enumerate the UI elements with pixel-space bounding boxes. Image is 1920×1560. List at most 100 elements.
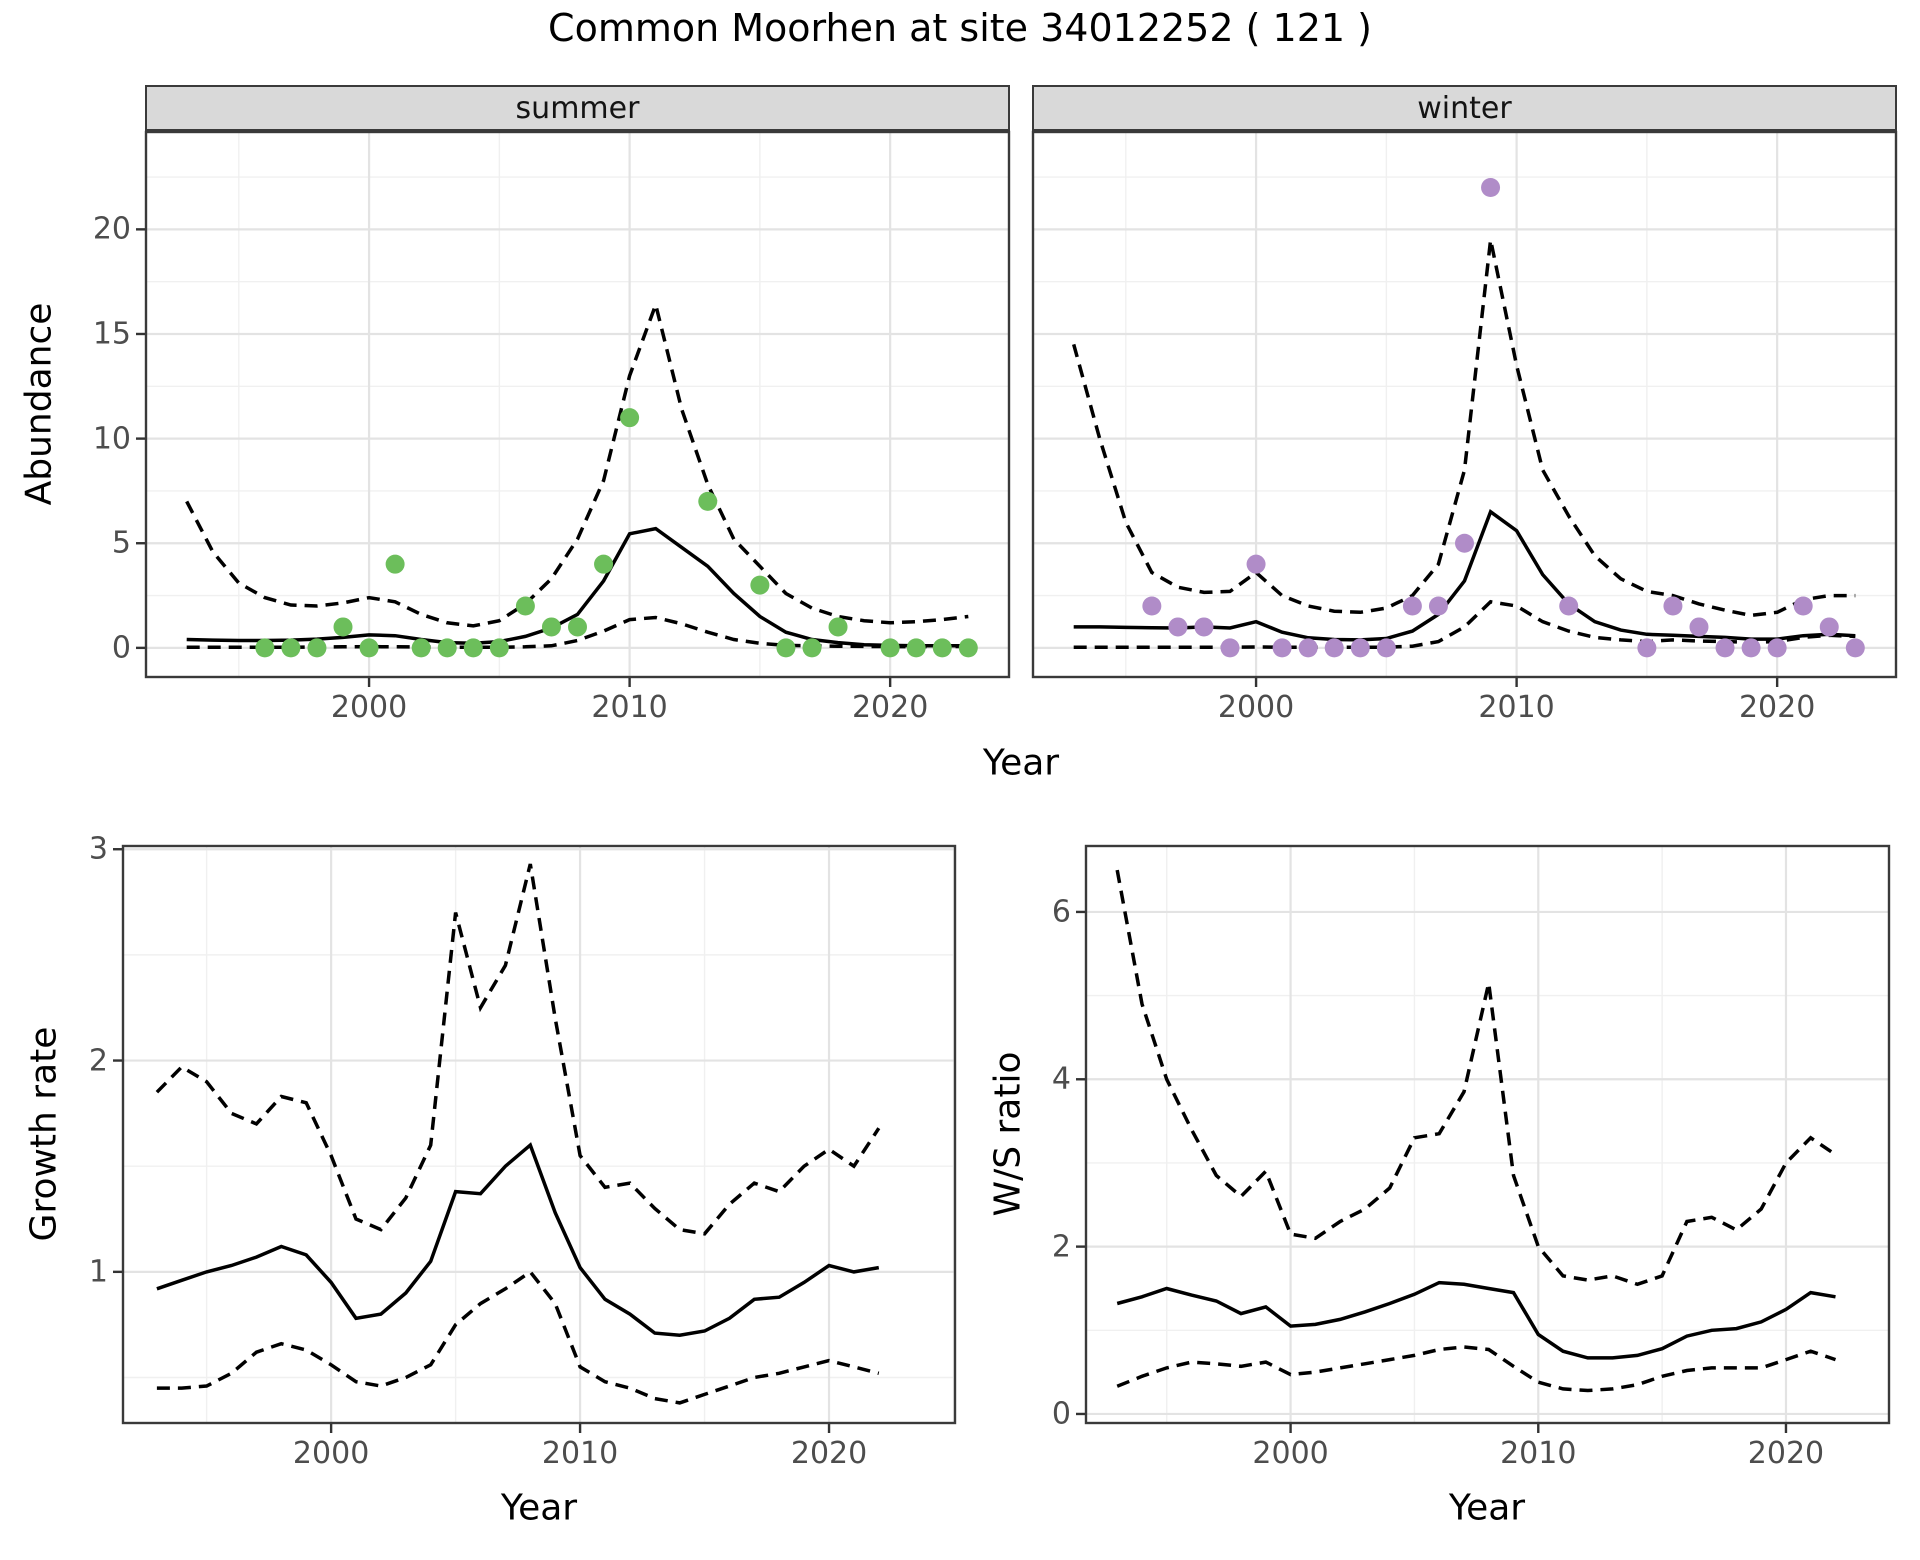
plot-area <box>122 845 956 1424</box>
x-tick-label: 2020 <box>1747 1436 1825 1471</box>
x-tick-label: 2010 <box>591 690 668 725</box>
y-tick-label: 10 <box>92 421 131 457</box>
data-point <box>489 638 509 658</box>
x-tick-label: 2000 <box>330 690 408 725</box>
y-tick-label: 2 <box>88 1043 108 1079</box>
x-axis-title-year-growth: Year <box>500 1487 578 1529</box>
data-point <box>515 596 535 616</box>
x-tick-label: 2010 <box>541 1436 619 1471</box>
x-tick-label: 2020 <box>1738 690 1816 725</box>
data-point <box>385 554 405 574</box>
data-point <box>1715 638 1735 658</box>
series-ci-lower-dashed-line <box>156 1269 880 1405</box>
series-ci-upper-dashed-line <box>155 863 881 1236</box>
panel-border <box>121 844 957 1425</box>
y-tick-label: 6 <box>1051 894 1071 930</box>
data-point <box>1376 638 1396 658</box>
facet-strip-summer: summer <box>145 85 1010 131</box>
data-point <box>281 638 301 658</box>
y-tick-label: 20 <box>92 211 131 247</box>
data-point <box>1741 638 1761 658</box>
panel-abundance-winter <box>1031 130 1898 687</box>
data-point <box>776 638 796 658</box>
data-point <box>1819 617 1839 637</box>
data-point <box>1428 596 1448 616</box>
data-point <box>1246 554 1266 574</box>
data-point <box>1455 533 1474 553</box>
y-tick-label: 4 <box>1051 1061 1071 1097</box>
data-point <box>828 617 848 637</box>
series-ci-lower-dashed-line <box>1073 599 1856 649</box>
y-tick-label: 2 <box>1051 1229 1071 1265</box>
y-tick-label: 1 <box>88 1254 108 1290</box>
data-point <box>1481 177 1501 197</box>
data-point <box>932 638 952 658</box>
data-point <box>1559 596 1579 616</box>
data-point <box>620 408 640 428</box>
y-axis-title-growth-rate: Growth rate <box>23 1026 65 1242</box>
y-tick-label: 0 <box>1051 1396 1071 1432</box>
series-fit-mean-solid-line <box>1116 1280 1836 1360</box>
panel-border <box>1084 844 1891 1425</box>
data-point <box>255 638 275 658</box>
plot-area <box>1085 845 1890 1424</box>
y-axis-title-ws-ratio: W/S ratio <box>987 1051 1029 1217</box>
panel-ws-ratio <box>1076 844 1891 1433</box>
data-point <box>1220 638 1240 658</box>
data-point <box>437 638 457 658</box>
series-ci-upper-dashed-line <box>1072 239 1856 618</box>
data-point <box>1272 638 1292 658</box>
data-point <box>568 617 587 637</box>
x-tick-label: 2000 <box>1252 1436 1329 1471</box>
series-ci-upper-dashed-line <box>1115 869 1837 1287</box>
data-point <box>594 554 614 574</box>
panel-border <box>144 130 1011 679</box>
x-axis-title-year-top: Year <box>982 742 1060 784</box>
data-point <box>958 638 978 658</box>
data-point <box>1402 596 1422 616</box>
data-point <box>802 638 822 658</box>
y-tick-label: 5 <box>111 525 131 561</box>
x-tick-label: 2000 <box>292 1436 370 1471</box>
y-tick-label: 15 <box>92 316 131 352</box>
data-point <box>1845 638 1865 658</box>
data-point <box>541 617 561 637</box>
plot-area <box>145 131 1010 678</box>
data-point <box>1324 638 1344 658</box>
data-point <box>1663 596 1683 616</box>
y-tick-label: 0 <box>111 630 131 666</box>
data-point <box>1637 638 1657 658</box>
data-point <box>880 638 900 658</box>
panel-border <box>1031 130 1898 679</box>
data-point <box>698 491 718 511</box>
x-tick-label: 2020 <box>790 1436 868 1471</box>
x-tick-label: 2020 <box>851 690 929 725</box>
figure-title: Common Moorhen at site 34012252 ( 121 ) <box>548 6 1372 50</box>
data-point <box>1298 638 1318 658</box>
facet-strip-winter-label: winter <box>1417 90 1512 126</box>
data-point <box>463 638 483 658</box>
data-point <box>359 638 379 658</box>
panel-growth-rate <box>113 844 957 1433</box>
y-tick-label: 3 <box>88 831 108 867</box>
data-point <box>333 617 353 637</box>
data-point <box>1689 617 1709 637</box>
plot-area <box>1032 131 1897 678</box>
series-fit-mean-solid-line <box>156 1142 880 1337</box>
data-point <box>1767 638 1787 658</box>
facet-strip-summer-label: summer <box>515 90 640 126</box>
x-tick-label: 2010 <box>1478 690 1555 725</box>
series-ci-upper-dashed-line <box>185 298 969 628</box>
facet-strip-winter: winter <box>1032 85 1897 131</box>
x-tick-label: 2010 <box>1500 1436 1577 1471</box>
series-ci-lower-dashed-line <box>1116 1345 1837 1393</box>
data-point <box>411 638 431 658</box>
data-point <box>750 575 770 595</box>
panel-abundance-summer <box>136 130 1011 687</box>
data-point <box>1142 596 1162 616</box>
data-point <box>1350 638 1370 658</box>
x-axis-title-year-ws: Year <box>1448 1487 1526 1529</box>
y-axis-title-abundance: Abundance <box>18 302 60 506</box>
data-point <box>1168 617 1188 637</box>
